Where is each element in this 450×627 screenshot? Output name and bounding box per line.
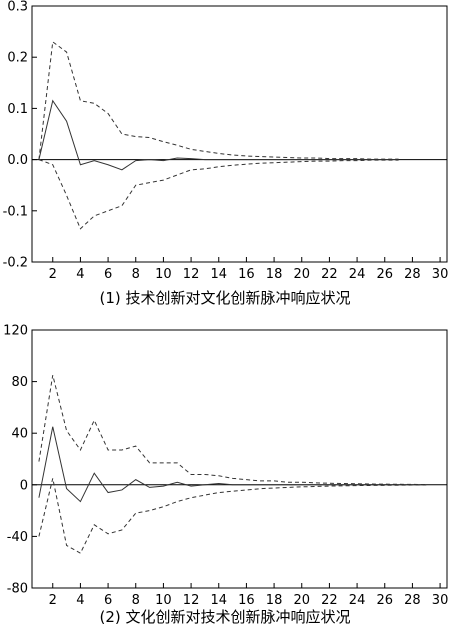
panel-1-tech-to-culture: -0.2-0.10.00.10.20.32 4 6 8 10 12 14 16 18 20 22 24… [3,0,449,282]
plot-frame [31,5,448,263]
x-tick-label: 12 [183,267,200,282]
confidence-band-line [38,375,427,486]
x-tick-label: 26 [376,267,393,282]
x-tick-label: 4 [76,593,84,608]
x-tick-label: 24 [349,267,366,282]
x-tick-label: 26 [376,593,393,608]
y-tick-label: 0.0 [7,153,28,168]
plot-frame [31,329,448,589]
x-tick-label: 20 [293,593,310,608]
x-tick-label: 30 [432,267,449,282]
x-tick-label: 6 [104,593,112,608]
x-tick-label: 14 [210,267,227,282]
caption-panel-1: (1) 技术创新对文化创新脉冲响应状况 [99,289,350,307]
x-tick-label: 8 [132,267,140,282]
x-tick-label: 2 [49,267,57,282]
x-tick-label: 22 [321,593,338,608]
x-tick-label: 2 [49,593,57,608]
x-tick-label: 30 [432,593,449,608]
y-tick-label: 0 [20,478,28,493]
y-tick-label: 0.1 [7,102,28,117]
y-tick-label: 80 [11,375,28,390]
x-tick-label: 8 [132,593,140,608]
x-tick-label: 14 [210,593,227,608]
x-tick-label: 10 [155,593,172,608]
y-tick-label: 0.2 [7,51,28,66]
confidence-band-line [38,478,427,554]
y-tick-label: 120 [3,324,28,339]
x-tick-label: 4 [76,267,84,282]
impulse-response-line [38,99,399,171]
confidence-band-line [38,159,399,230]
x-tick-label: 18 [266,267,283,282]
x-tick-label: 12 [183,593,200,608]
y-tick-label: 0.3 [7,0,28,15]
caption-panel-2: (2) 文化创新对技术创新脉冲响应状况 [99,608,350,626]
y-tick-label: -0.2 [3,256,28,271]
y-tick-label: 40 [11,427,28,442]
x-tick-label: 28 [404,267,421,282]
impulse-response-line [38,426,427,503]
x-tick-label: 16 [238,593,255,608]
x-tick-label: 6 [104,267,112,282]
x-tick-label: 18 [266,593,283,608]
x-tick-label: 24 [349,593,366,608]
y-tick-label: -40 [7,530,28,545]
x-tick-label: 22 [321,267,338,282]
x-tick-label: 20 [293,267,310,282]
x-tick-label: 10 [155,267,172,282]
y-tick-label: -0.1 [3,204,28,219]
x-tick-label: 28 [404,593,421,608]
confidence-band-line [38,40,399,160]
x-tick-label: 16 [238,267,255,282]
y-tick-label: -80 [7,582,28,597]
